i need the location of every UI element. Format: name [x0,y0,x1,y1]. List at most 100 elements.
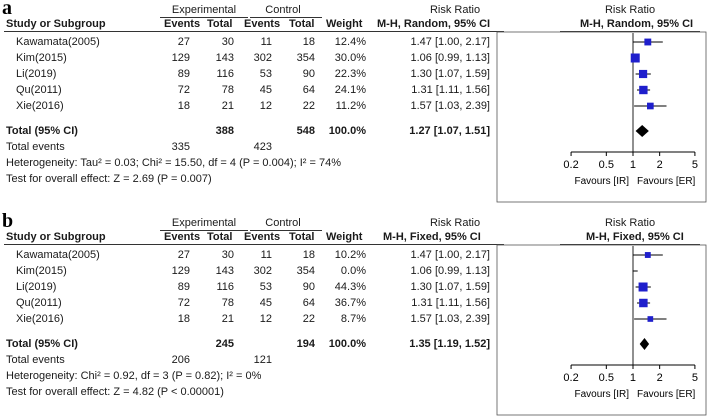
events2: 12 [259,313,272,325]
events2: 53 [259,281,272,293]
study-name: Li(2019) [16,68,57,80]
events1: 18 [177,100,190,112]
total-events2: 121 [253,354,272,366]
study-name: Qu(2011) [16,297,62,309]
effect-square [644,38,652,46]
total-events-label: Total events [6,354,65,366]
weight: 10.2% [334,249,366,261]
risk-ratio-title: Risk Ratio [429,217,481,229]
events1: 18 [177,313,190,325]
total1: 78 [221,297,234,309]
total-events1: 335 [171,141,190,153]
total2: 22 [302,313,315,325]
x-tick-label: 5 [692,372,698,384]
experimental-underline [160,230,248,231]
study-name: Kim(2015) [16,52,67,64]
events2: 11 [260,36,272,48]
col-rr-method: M-H, Fixed, 95% CI [383,231,481,243]
ci-text: 1.57 [1.03, 2.39] [410,100,490,112]
experimental-header: Experimental [171,4,237,16]
total2: 64 [302,84,315,96]
x-tick-label: 5 [692,159,698,171]
ci-text: 1.06 [0.99, 1.13] [410,52,490,64]
events1: 27 [177,36,190,48]
panel-label: a [2,0,12,19]
col-study: Study or Subgroup [6,231,106,243]
events1: 89 [177,281,190,293]
total-ci: 1.35 [1.19, 1.52] [409,338,490,350]
col-study: Study or Subgroup [6,18,106,30]
total-weight: 100.0% [328,338,366,350]
col-rr-method: M-H, Random, 95% CI [377,18,491,30]
col-total2: Total [289,231,315,243]
control-header: Control [265,4,301,16]
overall-effect: Test for overall effect: Z = 4.82 (P < 0… [6,386,224,398]
study-name: Kawamata(2005) [16,249,100,261]
events2: 11 [260,249,272,261]
events2: 45 [259,297,272,309]
forest-plot-graphic: 0.2 0.5 1 2 5 Favours [IR] Favours [ER] [496,31,707,203]
total2: 354 [296,52,315,64]
effect-square [639,85,648,95]
total-n2: 194 [296,338,315,350]
total-weight: 100.0% [328,125,366,137]
events1: 129 [171,52,190,64]
ci-text: 1.06 [0.99, 1.13] [410,265,490,277]
summary-diamond [639,338,650,350]
events2: 302 [253,265,272,277]
control-underline [250,17,322,18]
plot-title: Risk Ratio [604,4,656,16]
x-tick-label: 0.5 [599,159,614,171]
x-tick-label: 2 [657,159,663,171]
total1: 78 [221,84,234,96]
total2: 64 [302,297,315,309]
effect-square [630,53,640,63]
heterogeneity: Heterogeneity: Chi² = 0.92, df = 3 (P = … [6,370,262,382]
weight: 44.3% [334,281,366,293]
col-weight: Weight [326,18,363,30]
x-tick-label: 0.2 [563,159,578,171]
weight: 30.0% [334,52,366,64]
plot-frame [496,244,707,416]
total1: 143 [215,52,234,64]
col-events1: Events [164,231,201,243]
ci-text: 1.47 [1.00, 2.17] [410,249,490,261]
effect-square [638,282,648,292]
plot-frame [496,31,707,203]
weight: 24.1% [334,84,366,96]
control-underline [250,230,322,231]
total-label: Total (95% CI) [6,125,78,137]
col-total1: Total [207,231,233,243]
events2: 12 [259,100,272,112]
plot-title: Risk Ratio [604,217,656,229]
forest-plot-b: b Experimental Control Risk Ratio Risk R… [0,210,708,418]
col-total1: Total [207,18,233,30]
weight: 0.0% [340,265,366,277]
total-n1: 388 [215,125,234,137]
weight: 8.7% [340,313,366,325]
total1: 21 [221,100,234,112]
overall-effect: Test for overall effect: Z = 2.69 (P = 0… [6,173,212,185]
effect-square [639,298,648,308]
effect-square [644,252,651,258]
plot-header-divider [560,244,700,245]
total2: 18 [302,36,315,48]
events1: 27 [177,249,190,261]
x-tick-label: 0.2 [563,372,578,384]
control-header: Control [265,217,301,229]
panel-label: b [2,210,14,232]
weight: 22.3% [334,68,366,80]
weight: 36.7% [334,297,366,309]
total1: 21 [221,313,234,325]
effect-square [647,316,654,322]
events2: 53 [259,68,272,80]
total2: 22 [302,100,315,112]
events2: 45 [259,84,272,96]
col-events2: Events [244,231,281,243]
x-tick-label: 2 [657,372,663,384]
favours-left: Favours [IR] [575,389,630,400]
experimental-header: Experimental [171,217,237,229]
total-events1: 206 [171,354,190,366]
heterogeneity: Heterogeneity: Tau² = 0.03; Chi² = 15.50… [6,157,341,169]
total2: 90 [302,68,315,80]
